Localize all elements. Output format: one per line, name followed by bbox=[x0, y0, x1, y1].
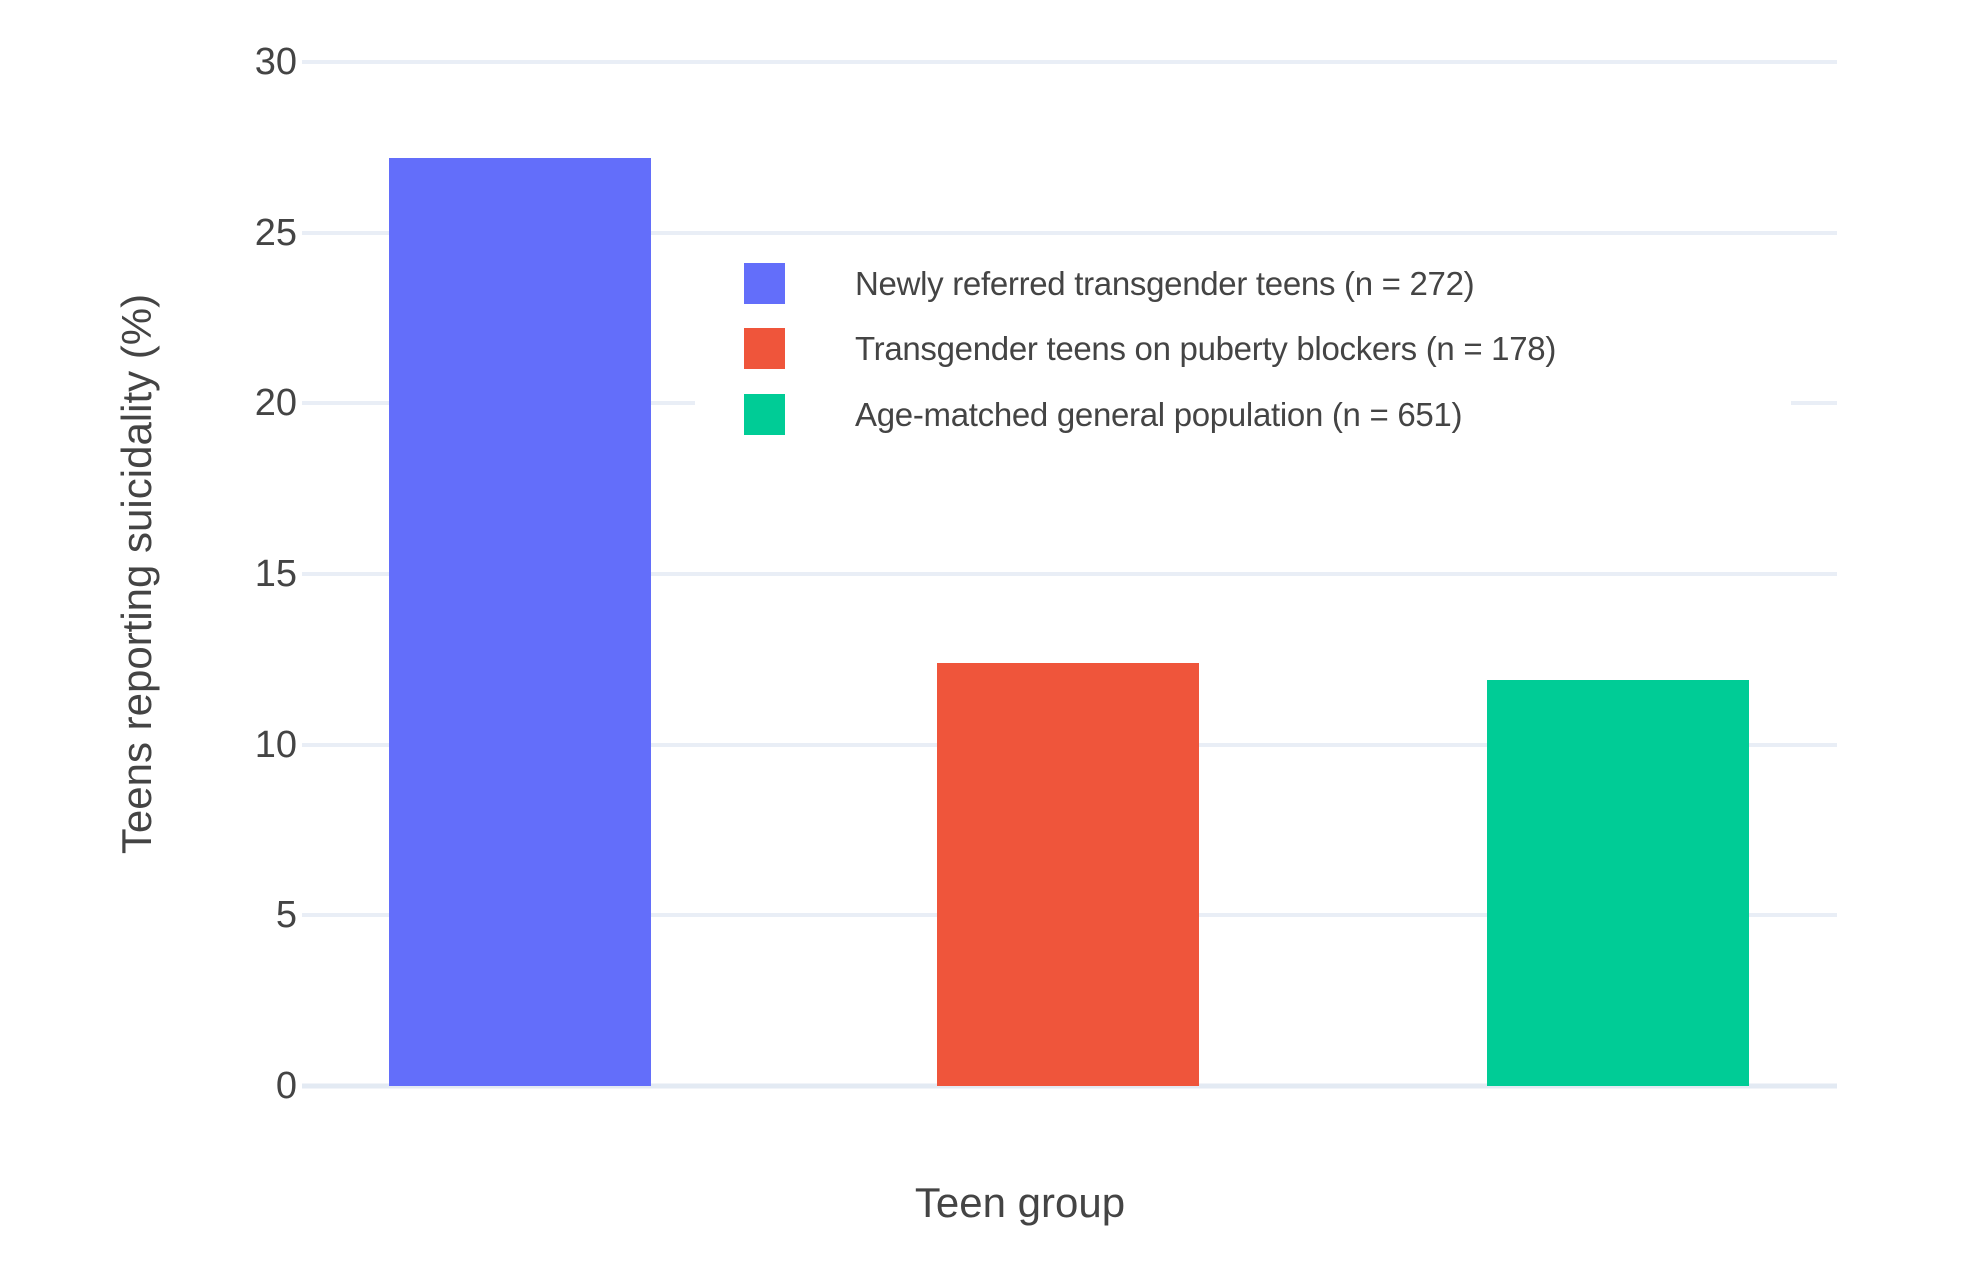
legend-swatch bbox=[744, 262, 785, 304]
legend-label: Age-matched general population (n = 651) bbox=[855, 395, 1463, 433]
y-tick-label-30: 30 bbox=[254, 41, 297, 83]
bar-age-matched-general-population-n-651 bbox=[1487, 679, 1749, 1086]
legend-item-1[interactable]: Newly referred transgender teens (n = 27… bbox=[744, 262, 1475, 304]
bar-newly-referred-transgender-teens-n-272 bbox=[389, 157, 651, 1086]
legend-label: Transgender teens on puberty blockers (n… bbox=[855, 330, 1557, 368]
x-axis-title: Teen group bbox=[914, 1179, 1126, 1226]
y-axis-title: Teens reporting suicidality (%) bbox=[113, 293, 160, 855]
y-tick-label-25: 25 bbox=[254, 211, 297, 254]
bar-transgender-teens-on-puberty-blockers-n-178 bbox=[937, 662, 1199, 1086]
gridline-30 bbox=[302, 60, 1837, 64]
y-tick-label-0: 0 bbox=[275, 1065, 297, 1107]
gridline-15 bbox=[302, 572, 1837, 576]
legend: Newly referred transgender teens (n = 27… bbox=[695, 245, 1791, 450]
y-tick-label-20: 20 bbox=[254, 382, 297, 425]
y-tick-label-15: 15 bbox=[254, 553, 297, 595]
y-tick-label-10: 10 bbox=[254, 723, 297, 766]
legend-item-2[interactable]: Transgender teens on puberty blockers (n… bbox=[744, 328, 1556, 370]
legend-label: Newly referred transgender teens (n = 27… bbox=[855, 264, 1475, 302]
y-tick-label-5: 5 bbox=[275, 894, 297, 937]
legend-swatch bbox=[744, 328, 785, 370]
x-axis-line bbox=[302, 1083, 1837, 1089]
gridline-25 bbox=[302, 230, 1837, 235]
legend-swatch bbox=[744, 393, 785, 435]
legend-item-3[interactable]: Age-matched general population (n = 651) bbox=[744, 393, 1462, 435]
